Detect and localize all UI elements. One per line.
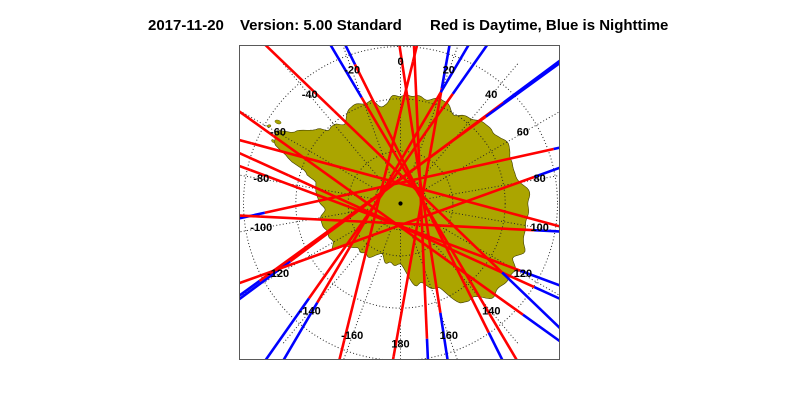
svg-text:0: 0 bbox=[397, 56, 403, 68]
svg-text:40: 40 bbox=[485, 89, 497, 101]
svg-text:140: 140 bbox=[482, 306, 500, 318]
svg-text:-100: -100 bbox=[250, 222, 272, 234]
svg-text:-40: -40 bbox=[302, 89, 318, 101]
svg-text:-20: -20 bbox=[344, 65, 360, 77]
svg-text:-160: -160 bbox=[341, 330, 363, 342]
svg-text:100: 100 bbox=[531, 222, 549, 234]
svg-text:60: 60 bbox=[517, 127, 529, 139]
svg-text:20: 20 bbox=[443, 65, 455, 77]
svg-text:-140: -140 bbox=[299, 306, 321, 318]
svg-text:120: 120 bbox=[514, 268, 532, 280]
svg-text:-120: -120 bbox=[267, 268, 289, 280]
svg-text:180: 180 bbox=[391, 339, 409, 351]
svg-text:-60: -60 bbox=[270, 127, 286, 139]
svg-text:-80: -80 bbox=[253, 173, 269, 185]
svg-text:160: 160 bbox=[440, 330, 458, 342]
svg-text:80: 80 bbox=[534, 173, 546, 185]
